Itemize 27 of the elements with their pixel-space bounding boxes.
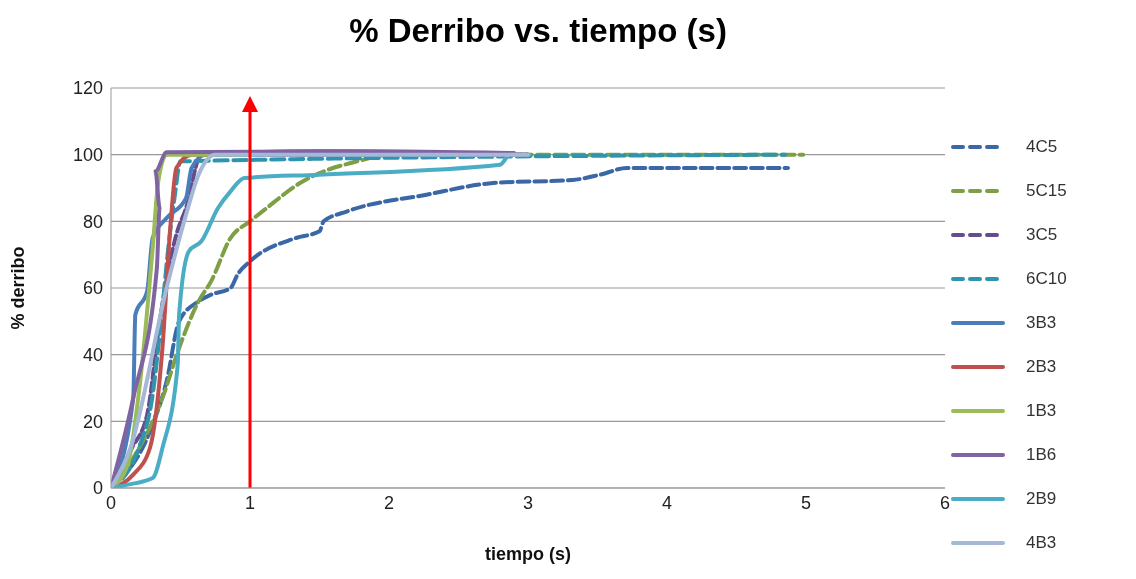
x-tick-label: 2	[383, 492, 395, 513]
legend-label: 2B9	[1026, 489, 1057, 509]
legend-label: 6C10	[1026, 269, 1067, 289]
y-tick-label: 20	[82, 411, 103, 432]
x-tick-label: 5	[800, 492, 812, 513]
x-tick-label: 1	[244, 492, 256, 513]
legend-label: 1B3	[1026, 401, 1057, 421]
y-axis-title: % derribo	[8, 246, 29, 330]
y-tick-label: 40	[82, 345, 103, 366]
y-tick-label: 80	[82, 211, 103, 232]
legend-label: 3C5	[1026, 225, 1058, 245]
chart-title: % Derribo vs. tiempo (s)	[348, 11, 728, 51]
x-tick-label: 6	[939, 492, 951, 513]
y-tick-label: 100	[72, 145, 103, 166]
legend-label: 2B3	[1026, 357, 1057, 377]
y-tick-label: 60	[82, 278, 103, 299]
legend-label: 4C5	[1026, 137, 1058, 157]
y-tick-label: 0	[92, 478, 103, 499]
x-tick-label: 4	[661, 492, 673, 513]
x-tick-label: 0	[105, 492, 117, 513]
y-tick-label: 120	[72, 78, 103, 99]
x-axis-title: tiempo (s)	[484, 544, 572, 564]
legend-label: 5C15	[1026, 181, 1067, 201]
x-tick-label: 3	[522, 492, 534, 513]
legend-label: 3B3	[1026, 313, 1057, 333]
legend-label: 4B3	[1026, 533, 1057, 553]
legend-label: 1B6	[1026, 445, 1057, 465]
